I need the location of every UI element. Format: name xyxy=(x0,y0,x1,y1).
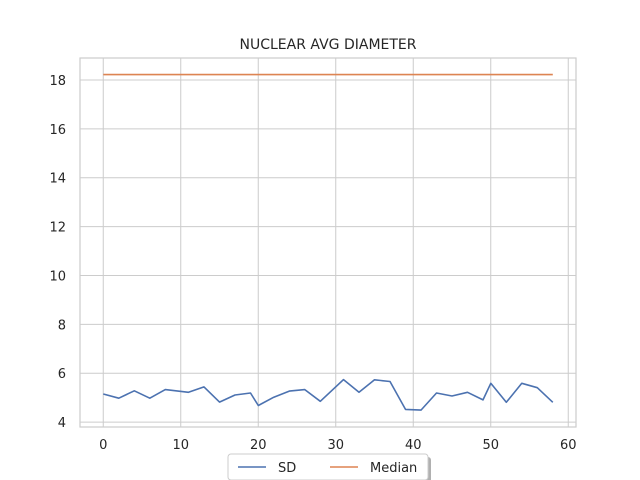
x-tick-label: 60 xyxy=(560,438,577,453)
chart-title: NUCLEAR AVG DIAMETER xyxy=(240,37,417,53)
legend: SD Median xyxy=(227,453,431,480)
x-tick-label: 0 xyxy=(99,438,107,453)
y-tick-label: 14 xyxy=(49,172,66,187)
x-tick-label: 40 xyxy=(405,438,422,453)
y-tick-label: 8 xyxy=(58,318,66,333)
y-tick-label: 16 xyxy=(49,123,66,138)
y-tick-label: 12 xyxy=(49,221,66,236)
y-tick-label: 4 xyxy=(58,416,66,431)
x-tick-label: 30 xyxy=(327,438,344,453)
y-tick-label: 6 xyxy=(58,367,66,382)
x-tick-label: 20 xyxy=(250,438,267,453)
axes: 0 10 20 30 40 50 60 4 6 8 10 12 14 16 18 xyxy=(49,57,577,453)
y-tick-label: 18 xyxy=(49,74,66,89)
legend-label-median: Median xyxy=(370,461,417,476)
y-tick-label: 10 xyxy=(49,269,66,284)
x-tick-label: 10 xyxy=(172,438,189,453)
legend-box xyxy=(227,453,429,480)
x-tick-label: 50 xyxy=(482,438,499,453)
plot-frame xyxy=(79,57,577,428)
gridlines xyxy=(80,58,576,427)
series-lines xyxy=(103,73,554,411)
series-line-sd xyxy=(103,378,554,411)
legend-label-sd: SD xyxy=(278,461,296,476)
